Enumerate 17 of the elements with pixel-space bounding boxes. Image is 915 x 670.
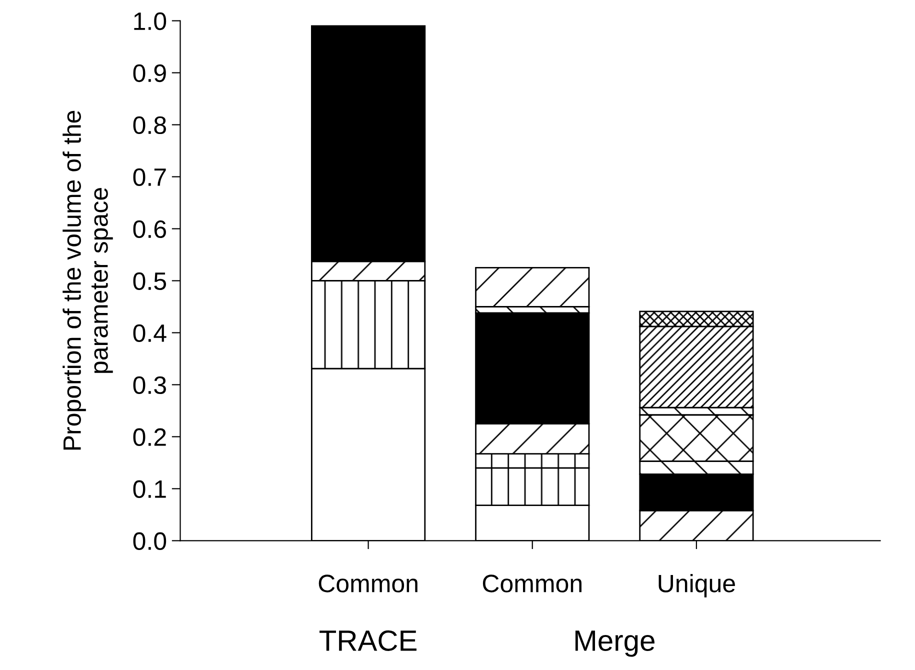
y-tick-label: 0.9 xyxy=(133,64,166,82)
y-tick-label: 0.1 xyxy=(133,480,166,498)
y-tick-label: 0.5 xyxy=(133,272,166,290)
text: TRACE xyxy=(320,630,416,652)
x-tick-label: Common xyxy=(482,574,582,592)
y-axis-title: Proportion of the volume of the parameter space xyxy=(62,110,113,450)
y-tick-label: 0.3 xyxy=(133,376,166,394)
text: Merge xyxy=(575,630,654,657)
y-tick-label: 0.2 xyxy=(133,428,166,446)
y-tick-label: 0.4 xyxy=(133,324,166,342)
y-tick-label: 0.8 xyxy=(133,116,166,134)
y-tick-label: 1.0 xyxy=(134,12,166,30)
y-tick-label: 0.7 xyxy=(133,168,166,186)
y-tick-label: 0.6 xyxy=(133,220,166,238)
y-tick-label: 0.0 xyxy=(133,532,166,550)
x-tick-label: Common xyxy=(318,574,418,592)
x-tick-label: Unique xyxy=(658,574,735,598)
